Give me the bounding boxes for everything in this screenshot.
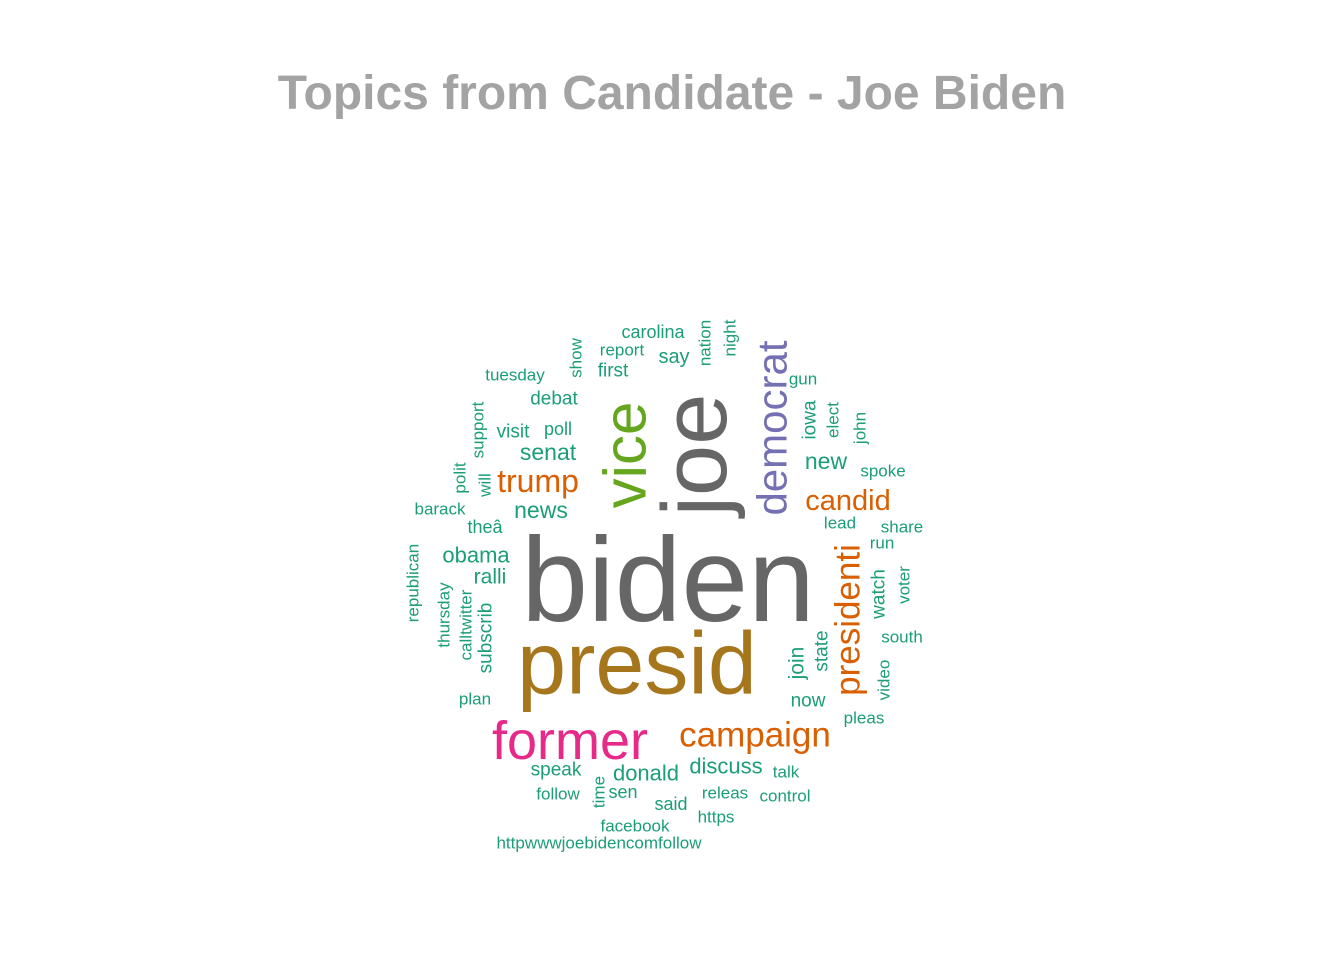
word-now: now [791, 691, 826, 712]
word-first: first [598, 361, 629, 382]
word-run: run [870, 534, 895, 553]
word-subscrib: subscrib [476, 603, 497, 674]
word-iowa: iowa [800, 400, 821, 440]
word-httpwwwjoebidencomfollow: httpwwwjoebidencomfollow [496, 834, 702, 853]
word-candid: candid [805, 485, 890, 517]
word-sen: sen [608, 782, 637, 802]
word-news: news [514, 497, 568, 523]
word-senat: senat [520, 439, 577, 465]
word-voter: voter [895, 566, 914, 604]
word-time: time [590, 776, 609, 808]
word-trump: trump [497, 463, 579, 499]
word-state: state [812, 630, 833, 671]
word-joe: joe [644, 394, 746, 520]
word-democrat: democrat [749, 340, 796, 515]
word-barack: barack [414, 500, 466, 519]
word-the: theâ [467, 517, 503, 537]
word-support: support [469, 401, 488, 458]
word-gun: gun [789, 370, 817, 389]
word-watch: watch [869, 569, 890, 620]
word-talk: talk [773, 763, 800, 782]
word-control: control [759, 787, 810, 806]
word-polit: polit [451, 462, 470, 493]
word-ralli: ralli [474, 566, 507, 589]
word-will: will [476, 473, 495, 498]
word-https: https [698, 808, 735, 827]
word-debat: debat [530, 389, 578, 410]
word-poll: poll [544, 419, 572, 439]
word-night: night [721, 319, 740, 356]
word-presid: presid [517, 614, 757, 713]
word-join: join [786, 647, 809, 681]
word-calltwitter: calltwitter [457, 589, 476, 660]
word-tuesday: tuesday [485, 366, 545, 385]
word-former: former [492, 711, 648, 771]
word-republican: republican [404, 544, 423, 622]
word-nation: nation [696, 320, 715, 366]
word-new: new [805, 448, 848, 474]
word-biden: biden [521, 513, 815, 647]
word-visit: visit [497, 422, 530, 443]
word-obama: obama [442, 543, 510, 568]
word-facebook: facebook [601, 817, 670, 836]
word-report: report [600, 341, 645, 360]
word-said: said [654, 794, 687, 814]
word-presidenti: presidenti [829, 544, 868, 696]
word-follow: follow [536, 785, 580, 804]
word-say: say [658, 346, 689, 368]
word-campaign: campaign [679, 716, 831, 755]
word-elect: elect [824, 402, 843, 438]
word-vice: vice [592, 402, 659, 509]
word-share: share [881, 518, 924, 537]
chart-title: Topics from Candidate - Joe Biden [277, 67, 1067, 120]
word-south: south [881, 628, 923, 647]
word-donald: donald [613, 761, 679, 786]
word-plan: plan [459, 690, 491, 709]
word-spoke: spoke [860, 462, 905, 481]
word-video: video [875, 660, 894, 701]
word-speak: speak [531, 760, 582, 781]
word-john: john [851, 412, 870, 445]
word-pleas: pleas [844, 709, 885, 728]
word-show: show [567, 337, 586, 377]
word-thursday: thursday [435, 582, 454, 648]
word-lead: lead [824, 514, 856, 533]
word-releas: releas [702, 784, 748, 803]
word-carolina: carolina [621, 322, 685, 342]
word-discuss: discuss [689, 754, 762, 779]
